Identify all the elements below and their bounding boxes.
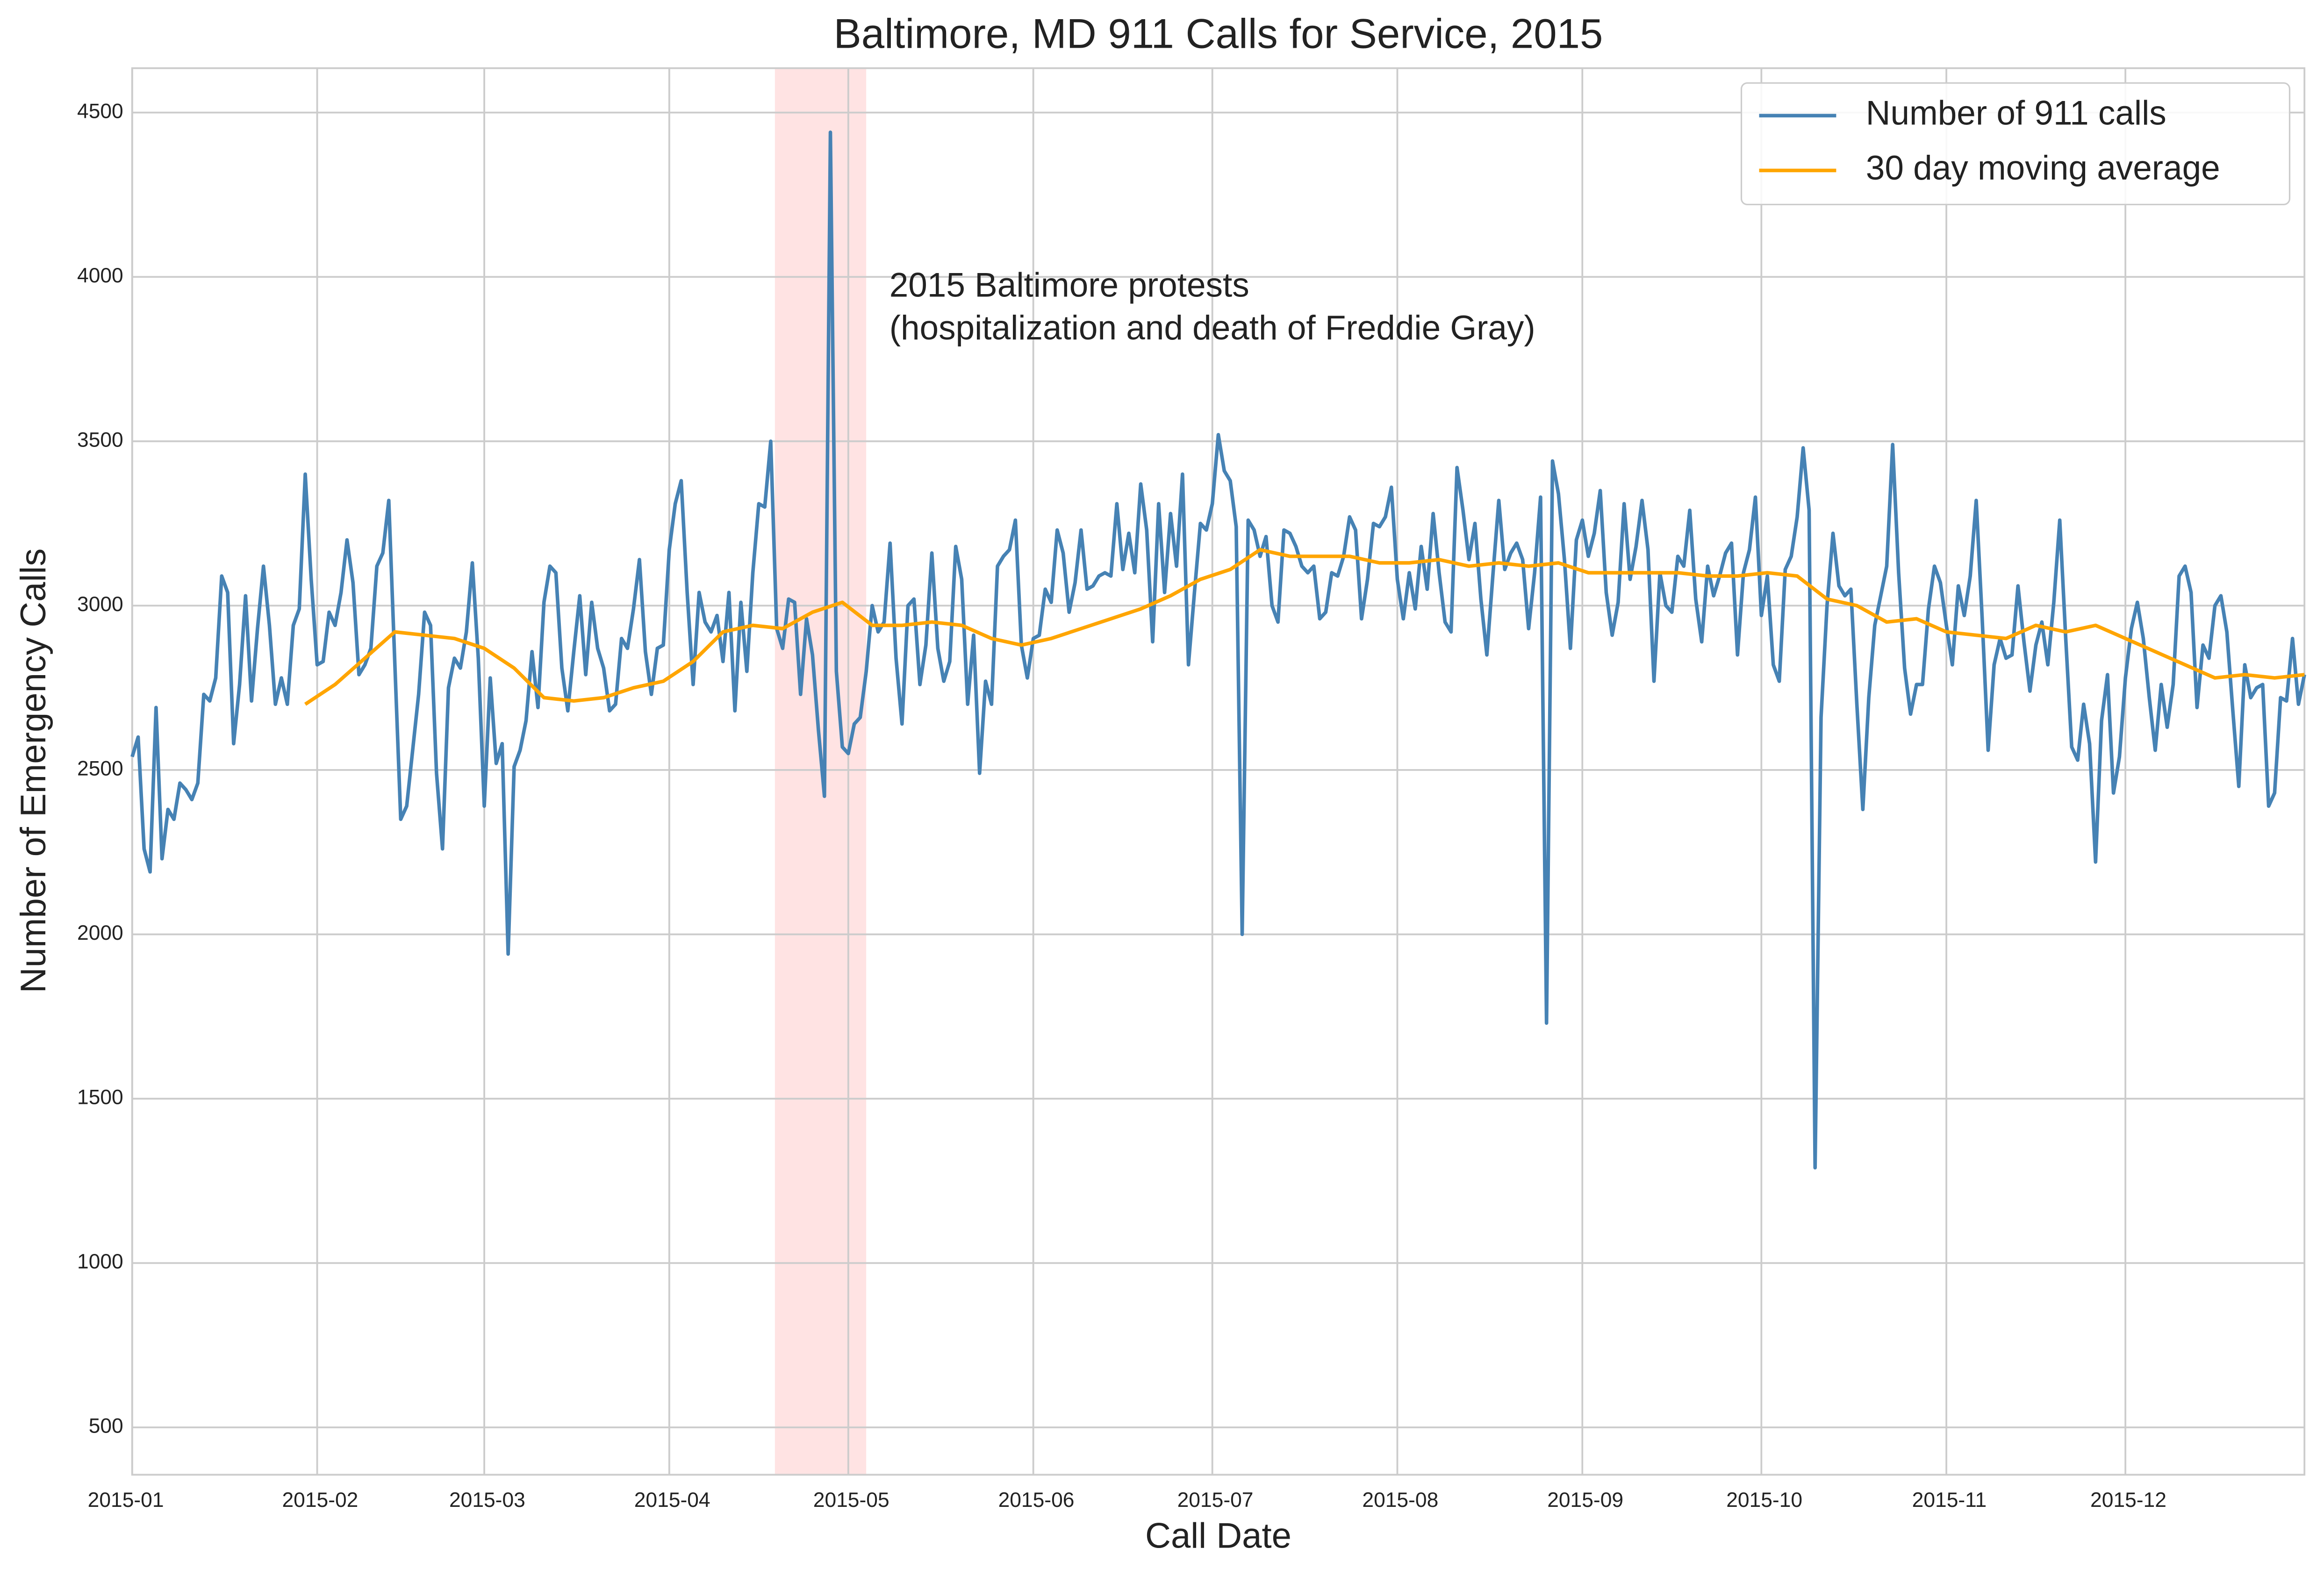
y-tick-label: 1500 [77,1086,123,1109]
series-line [304,548,2305,706]
legend-label: Number of 911 calls [1866,94,2166,132]
legend-label: 30 day moving average [1866,149,2220,187]
y-tick-label: 3500 [77,429,123,452]
y-tick-label: 4500 [77,100,123,122]
x-tick-label: 2015-09 [1547,1489,1623,1512]
y-tick-label: 500 [89,1415,123,1438]
chart-title: Baltimore, MD 911 Calls for Service, 201… [834,11,1603,57]
legend-box [1740,82,2291,206]
x-tick-label: 2015-11 [1912,1489,1987,1512]
y-tick-label: 2500 [77,757,123,780]
x-tick-label: 2015-10 [1726,1489,1802,1512]
y-axis-label: Number of Emergency Calls [14,548,53,993]
x-tick-label: 2015-08 [1362,1489,1438,1512]
x-tick-label: 2015-04 [634,1489,710,1512]
y-tick-label: 3000 [77,593,123,616]
x-axis-label: Call Date [1145,1516,1291,1556]
x-tick-label: 2015-02 [282,1489,358,1512]
x-tick-label: 2015-01 [88,1489,164,1512]
x-tick-label: 2015-06 [998,1489,1075,1512]
x-tick-label: 2015-07 [1177,1489,1254,1512]
annotation: 2015 Baltimore protests [889,266,1249,304]
series-line [130,130,2306,1170]
y-tick-label: 4000 [77,264,123,287]
x-tick-label: 2015-12 [2090,1489,2166,1512]
plot-frame [131,67,2306,1476]
annotation: (hospitalization and death of Freddie Gr… [889,309,1535,347]
x-tick-label: 2015-05 [813,1489,889,1512]
y-tick-label: 1000 [77,1250,123,1273]
x-tick-label: 2015-03 [449,1489,525,1512]
y-tick-label: 2000 [77,922,123,944]
